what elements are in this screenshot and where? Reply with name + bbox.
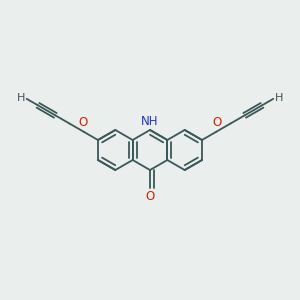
Text: O: O: [146, 190, 154, 202]
Text: H: H: [16, 93, 25, 103]
Text: NH: NH: [141, 115, 159, 128]
Text: H: H: [275, 93, 284, 103]
Text: O: O: [79, 116, 88, 129]
Text: O: O: [212, 116, 221, 129]
